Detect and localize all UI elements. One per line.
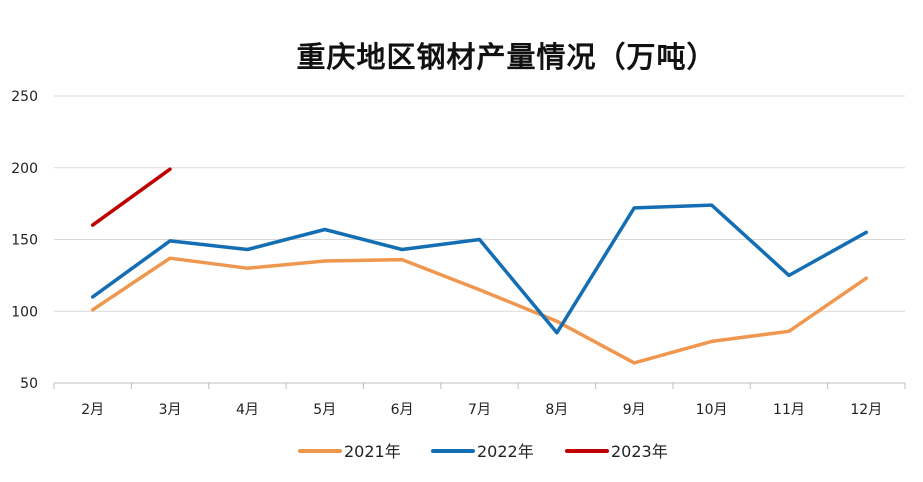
x-tick-label: 4月 [236,402,259,418]
x-tick-label: 9月 [623,402,646,418]
chart-title: 重庆地区钢材产量情况（万吨） [296,40,717,74]
y-tick-label: 100 [11,304,38,320]
x-tick-label: 10月 [696,402,728,418]
x-tick-label: 11月 [773,402,805,418]
x-tick-label: 8月 [545,402,568,418]
x-tick-label: 5月 [313,402,336,418]
x-tick-label: 6月 [391,402,414,418]
y-tick-label: 150 [11,233,38,249]
legend-label: 2022年 [477,442,534,461]
series-line-2021年 [90,256,869,365]
legend-label: 2021年 [344,442,401,461]
legend-label: 2023年 [611,442,668,461]
x-tick-label: 3月 [159,402,182,418]
x-tick-label: 12月 [850,402,882,418]
x-tick-label: 2月 [81,402,104,418]
series-line-2022年 [90,203,869,335]
y-tick-label: 200 [11,161,38,177]
series-line-2023年 [90,167,172,227]
x-tick-label: 7月 [468,402,491,418]
y-tick-label: 250 [11,89,38,105]
y-tick-label: 50 [20,376,38,392]
